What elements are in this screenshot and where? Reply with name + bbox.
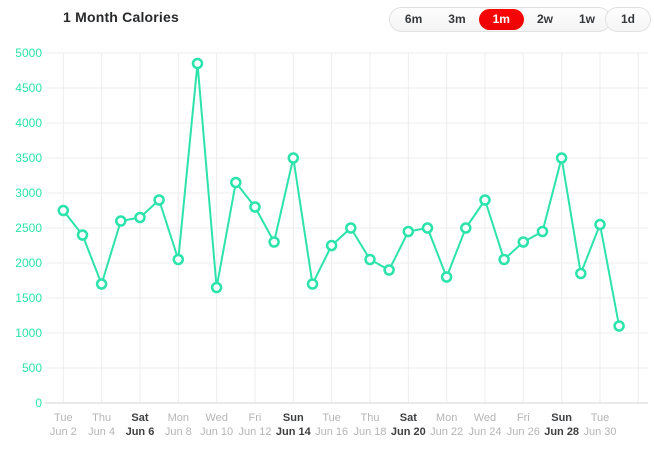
data-point[interactable]	[57, 204, 70, 217]
x-tick-day: Thu	[92, 412, 111, 424]
x-tick-date: Jun 22	[430, 426, 463, 438]
x-tick-day: Fri	[517, 412, 530, 424]
data-point[interactable]	[268, 236, 280, 248]
x-tick-date: Jun 18	[353, 426, 386, 438]
data-point[interactable]	[172, 253, 185, 266]
range-button-2w[interactable]: 2w	[524, 9, 566, 30]
data-point[interactable]	[134, 211, 146, 224]
data-point[interactable]	[421, 222, 434, 234]
data-point[interactable]	[76, 229, 89, 241]
data-point[interactable]	[249, 201, 261, 213]
x-tick-date: Jun 10	[200, 426, 233, 438]
x-tick-day: Tue	[591, 412, 610, 424]
data-point[interactable]	[517, 236, 530, 248]
data-point[interactable]	[287, 152, 300, 164]
x-tick-day: Tue	[54, 412, 73, 424]
x-axis-labels: Tue Jun 2 Thu Jun 4 Sat Jun 6 Mon Jun 8 Wed Jun 1…	[50, 412, 617, 438]
x-tick-date: Jun 2	[50, 426, 77, 438]
x-tick-date: Jun 14	[276, 426, 312, 438]
data-point[interactable]	[402, 225, 415, 238]
range-button-3m[interactable]: 3m	[435, 9, 478, 30]
data-point[interactable]	[345, 222, 357, 234]
x-tick-date: Jun 6	[126, 426, 155, 438]
y-tick-label: 0	[35, 396, 42, 410]
data-point[interactable]	[306, 278, 319, 290]
range-button-group: 6m 3m 1m 2w 1w	[388, 7, 611, 32]
x-tick-date: Jun 8	[165, 426, 192, 438]
data-point[interactable]	[230, 176, 242, 189]
x-tick-date: Jun 28	[544, 426, 579, 438]
data-point[interactable]	[613, 320, 625, 332]
data-point[interactable]	[383, 264, 395, 276]
data-point[interactable]	[364, 253, 376, 266]
data-point[interactable]	[153, 194, 165, 206]
data-point[interactable]	[498, 253, 510, 266]
data-point[interactable]	[440, 271, 453, 283]
data-point[interactable]	[594, 218, 606, 231]
y-tick-label: 500	[22, 361, 42, 375]
range-button-6m[interactable]: 6m	[392, 9, 435, 30]
x-tick-date: Jun 24	[468, 426, 501, 438]
data-point[interactable]	[191, 57, 204, 70]
x-tick-day: Sun	[283, 412, 304, 424]
chart-title: 1 Month Calories	[63, 9, 179, 25]
data-point[interactable]	[95, 278, 108, 290]
y-tick-label: 4500	[15, 81, 42, 95]
y-tick-label: 4000	[15, 116, 42, 130]
range-button-1d[interactable]: 1d	[608, 9, 648, 30]
x-tick-day: Wed	[205, 412, 227, 424]
y-tick-label: 1500	[15, 291, 42, 305]
data-point[interactable]	[536, 225, 549, 238]
x-tick-date: Jun 30	[583, 426, 616, 438]
data-point[interactable]	[575, 267, 587, 280]
data-point[interactable]	[210, 281, 223, 294]
range-button-1m[interactable]: 1m	[478, 9, 524, 30]
data-point[interactable]	[115, 215, 127, 227]
x-tick-day: Thu	[360, 412, 379, 424]
x-tick-day: Sun	[551, 412, 572, 424]
x-tick-date: Jun 4	[88, 426, 115, 438]
calories-series-line	[62, 62, 621, 327]
x-tick-date: Jun 16	[315, 426, 348, 438]
x-tick-day: Mon	[436, 412, 457, 424]
y-tick-label: 3000	[15, 186, 42, 200]
x-tick-date: Jun 26	[507, 426, 540, 438]
time-range-selector: 6m 3m 1m 2w 1w 1d	[388, 7, 651, 32]
x-tick-day: Sat	[131, 412, 148, 424]
day-button-group: 1d	[604, 7, 651, 32]
y-tick-label: 3500	[15, 151, 42, 165]
x-tick-day: Tue	[322, 412, 341, 424]
y-tick-label: 5000	[15, 46, 42, 60]
x-tick-day: Mon	[168, 412, 189, 424]
x-tick-day: Fri	[249, 412, 262, 424]
y-tick-label: 2500	[15, 221, 42, 235]
x-tick-date: Jun 12	[238, 426, 271, 438]
range-button-1w[interactable]: 1w	[566, 9, 608, 30]
data-point[interactable]	[325, 239, 338, 252]
data-point-markers	[57, 57, 625, 332]
y-tick-label: 1000	[15, 326, 42, 340]
y-tick-label: 2000	[15, 256, 42, 270]
x-tick-day: Wed	[474, 412, 496, 424]
x-tick-day: Sat	[400, 412, 417, 424]
data-point[interactable]	[460, 222, 472, 234]
data-point[interactable]	[555, 152, 568, 164]
y-axis-labels: 0 500 1000 1500 2000 2500 3000 3500 4000 4500 5000	[15, 46, 42, 410]
x-tick-date: Jun 20	[391, 426, 426, 438]
data-point[interactable]	[479, 194, 491, 206]
